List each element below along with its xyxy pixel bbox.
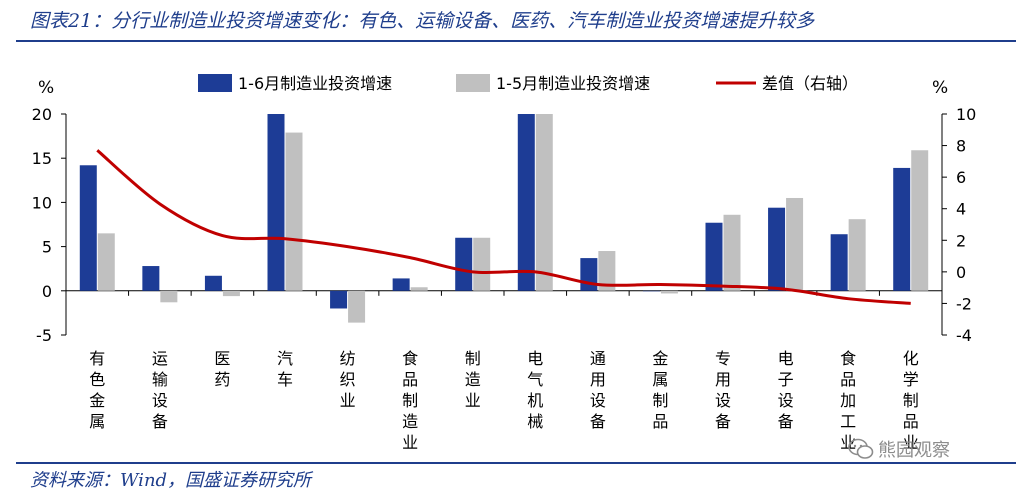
right-tick-label: 0 (956, 263, 966, 282)
category-label: 金属制品 (652, 349, 668, 431)
left-tick-label: 10 (32, 193, 52, 212)
right-tick-label: -4 (956, 326, 972, 345)
bar-series-2 (535, 114, 553, 291)
category-label: 医药 (214, 349, 230, 389)
category-label: 电气机械 (527, 349, 543, 431)
right-tick-label: 4 (956, 200, 966, 219)
category-label: 食品制造业 (402, 349, 418, 452)
category-label: 化学制品业 (903, 349, 919, 452)
left-axis-unit: % (38, 78, 54, 98)
bar-series-2 (97, 233, 115, 291)
wechat-icon (848, 438, 874, 459)
bar-series-1 (392, 278, 410, 291)
category-label: 汽车 (277, 349, 293, 389)
bar-series-2 (786, 197, 804, 291)
category-label: 食品加工业 (840, 349, 856, 452)
legend-swatch-series-2 (456, 74, 490, 92)
chart-title: 图表21：分行业制造业投资增速变化：有色、运输设备、医药、汽车制造业投资增速提升… (30, 10, 815, 32)
source-note: 资料来源：Wind，国盛证券研究所 (30, 470, 312, 491)
watermark-text: 熊园观察 (878, 440, 950, 461)
bar-series-1 (893, 167, 911, 291)
category-label: 运输设备 (152, 349, 168, 431)
left-tick-label: 5 (42, 238, 52, 257)
bar-series-2 (410, 287, 428, 291)
bar-series-1 (79, 165, 97, 291)
plot-area: -5 0 5 10 15 20 -4 -2 0 2 4 6 8 10 有色金属 运输设备 医药 汽车 纺织业 食品制造… (32, 105, 977, 452)
category-label: 专用设备 (715, 349, 731, 431)
watermark: 熊园观察 (848, 436, 950, 462)
category-label: 电子设备 (778, 349, 794, 431)
right-tick-label: 6 (956, 168, 966, 187)
bar-series-1 (830, 234, 848, 291)
bar-series-1 (267, 114, 285, 291)
bar-series-1 (642, 290, 660, 292)
bar-series-2 (723, 214, 741, 291)
right-tick-label: 2 (956, 231, 966, 250)
category-label: 制造业 (465, 349, 481, 410)
bar-series-1 (517, 114, 535, 291)
bar-series-2 (848, 219, 866, 291)
bar-series-1 (330, 290, 348, 309)
bar-series-1 (580, 258, 598, 291)
right-axis-unit: % (932, 78, 948, 98)
left-tick-label: 0 (42, 282, 52, 301)
bar-series-2 (285, 132, 303, 291)
legend-swatch-series-1 (198, 74, 232, 92)
bar-series-1 (455, 237, 473, 291)
left-tick-label: 15 (32, 149, 52, 168)
title-divider (16, 40, 1016, 42)
bar-series-2 (473, 237, 491, 291)
bar-series-1 (705, 222, 723, 291)
source-divider (16, 462, 1016, 464)
bar-series-2 (348, 290, 366, 323)
legend: 1-6月制造业投资增速 1-5月制造业投资增速 差值（右轴） (198, 74, 858, 93)
bar-series-2 (660, 290, 678, 294)
category-label: 纺织业 (340, 349, 356, 410)
right-tick-label: 8 (956, 137, 966, 156)
bar-series-1 (768, 207, 786, 291)
left-tick-label: 20 (32, 105, 52, 124)
category-label: 有色金属 (89, 349, 105, 431)
bar-series-2 (222, 290, 240, 297)
bar-series-2 (160, 290, 178, 303)
left-tick-label: -5 (36, 326, 52, 345)
bar-series-2 (911, 150, 929, 291)
legend-label-series-1: 1-6月制造业投资增速 (238, 74, 392, 93)
bar-series-2 (598, 251, 616, 291)
legend-label-series-2: 1-5月制造业投资增速 (496, 74, 650, 93)
right-tick-label: -2 (956, 294, 972, 313)
bar-series-1 (204, 275, 222, 291)
legend-label-series-3: 差值（右轴） (762, 74, 858, 93)
category-label: 通用设备 (590, 349, 606, 431)
right-tick-label: 10 (956, 105, 976, 124)
bar-series-1 (142, 266, 160, 291)
